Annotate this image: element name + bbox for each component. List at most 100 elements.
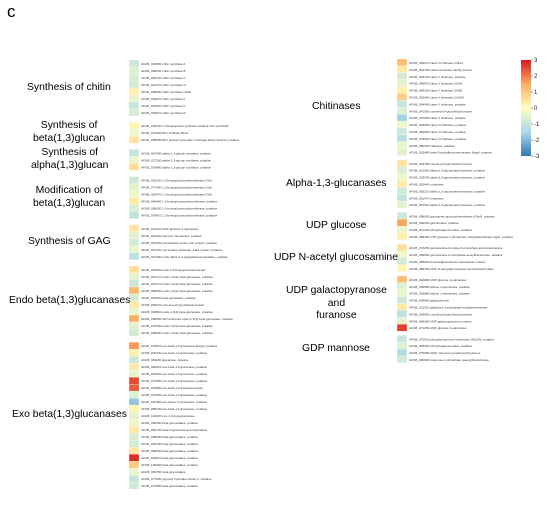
heatmap-cell bbox=[396, 212, 408, 220]
group-label: Modification of beta(1,3)glucan bbox=[33, 185, 106, 209]
gene-label: AFUB_084610 beta-glucosidase, putative bbox=[141, 456, 198, 460]
gene-label: AFUB_030180 beta-glucosidase, putative bbox=[141, 421, 198, 425]
heatmap-cell bbox=[128, 468, 140, 476]
heatmap-cell bbox=[128, 475, 140, 483]
gene-label: AFUB_038660 GPI anchored endo-1,3(4)-bet… bbox=[141, 317, 233, 321]
heatmap-cell bbox=[396, 310, 408, 318]
heatmap-cell bbox=[396, 264, 408, 272]
gene-label: AFUB_041210 UDP-glucose 4-epimerase bbox=[141, 227, 199, 231]
group-label: Chitinases bbox=[312, 101, 361, 112]
gene-label: AFUB_084070 conserved hypothetical prote… bbox=[141, 303, 204, 307]
heatmap-cell bbox=[128, 211, 140, 219]
colorbar-tick-label: -3 bbox=[534, 154, 540, 160]
gene-label: AFUB_030330 glucokinase, putative bbox=[409, 221, 459, 225]
heatmap-cell bbox=[396, 58, 408, 67]
heatmap-cell bbox=[396, 317, 408, 325]
gene-label: AFUB_027330 alpha-1,3-glucan synthase, p… bbox=[141, 158, 211, 162]
colorbar-tick-label: -1 bbox=[534, 122, 540, 128]
gene-label: AFUB_041240 cell surface spherulin 4-lik… bbox=[141, 248, 223, 252]
gene-label: AFUB_010880 exo-beta-1,3-glucanase Exg0 bbox=[141, 386, 203, 390]
heatmap-cell bbox=[128, 129, 140, 137]
gene-label: AFUB_014890 alpha-1,3-glucan synthase, p… bbox=[141, 165, 211, 169]
heatmap-cell bbox=[128, 156, 140, 164]
heatmap-cell bbox=[128, 122, 140, 130]
heatmap-cell bbox=[396, 342, 408, 350]
gene-label: AFUB_016780 beta-glucosidase, putative bbox=[141, 442, 198, 446]
colorbar-tick-label: 3 bbox=[534, 58, 538, 64]
gene-label: AFUB_005640 endo-1,3(4)-beta-glucanase, … bbox=[141, 331, 213, 335]
colorbar-tick-label: 0 bbox=[534, 106, 538, 112]
heatmap-cell bbox=[128, 279, 140, 288]
gene-label: AFUB_089700 exo-beta-1,3-glucanase, puta… bbox=[141, 407, 207, 411]
gene-label: AFUB_021050 alpha-1,3-glucanase/mutanase… bbox=[409, 169, 485, 173]
gene-label: AFUB_016250 1,3-beta-glucanosyltransfera… bbox=[141, 179, 212, 183]
heatmap-cell bbox=[396, 86, 408, 94]
gene-label: AFUB_089620 endo-1,3(4)-beta-glucanase, … bbox=[141, 289, 213, 293]
heatmap-cell bbox=[396, 173, 408, 181]
heatmap-cell bbox=[396, 201, 408, 209]
gene-label: AFUB_038850 galactokinase bbox=[409, 299, 449, 303]
heatmap-cell bbox=[396, 134, 408, 142]
gene-label: AFUB_070290 endo-1,3(4)-beta-glucanase, … bbox=[141, 324, 213, 328]
gene-label: AFUB_041230 extracellular serine-rich pr… bbox=[141, 241, 217, 245]
gene-label: AFUB_066670 class V chitinase ChiA2 bbox=[409, 82, 463, 86]
gene-label: AFUB_004560 endo-1,3-beta-glucanase Engl… bbox=[141, 268, 206, 272]
gene-label: AFUB_007900 class V chitinase, putative bbox=[409, 116, 466, 120]
heatmap-cell bbox=[128, 149, 140, 157]
heatmap-cell bbox=[128, 342, 140, 350]
heatmap-cell bbox=[128, 447, 140, 455]
heatmap-cell bbox=[128, 238, 140, 246]
heatmap-cell bbox=[128, 412, 140, 420]
heatmap-cell bbox=[128, 384, 140, 392]
gene-label: AFUB_086750 UDP-N-acetylglucosamine pyro… bbox=[409, 267, 494, 271]
gene-label: AFUB_076650 class III chitinase, putativ… bbox=[409, 137, 467, 141]
gene-label: AFUB_060200 chitinase, putative bbox=[409, 144, 455, 148]
heatmap-cell bbox=[396, 275, 408, 283]
heatmap-cell bbox=[396, 127, 408, 136]
gene-label: AFUB_070230 exo-beta-1,3-glucanase, puta… bbox=[141, 351, 207, 355]
heatmap-cell bbox=[128, 272, 140, 281]
gene-label: AFUB_041220 glycosyl transferase, putati… bbox=[141, 234, 202, 238]
heatmap-cell bbox=[128, 440, 140, 448]
gene-label: AFUB_071250 UDP-glucose 4-epimerase bbox=[409, 326, 467, 330]
heatmap-cell bbox=[396, 232, 408, 241]
gene-label: AFUB_093810 endo-1,3(4)-beta-glucanase, … bbox=[141, 310, 213, 314]
gene-label: AFUB_002460 class V chitinase Chi100 bbox=[409, 95, 464, 99]
gene-label: AFUB_077960 exo-beta-1,3-glucanase, puta… bbox=[141, 379, 207, 383]
gene-label: AFUB_012370 chitin synthase G bbox=[141, 83, 186, 87]
group-label: UDP galactopyranose and furanose bbox=[286, 285, 387, 321]
group-label: UDP N-acetyl glucosamine bbox=[274, 252, 398, 263]
gene-label: AFUB_058940 N-acetylglucosamine-phosphat… bbox=[409, 260, 486, 264]
heatmap-cell bbox=[128, 183, 140, 191]
heatmap-cell bbox=[128, 482, 140, 490]
gene-label: AFUB_100260 beta-glucosidase, putative bbox=[141, 463, 198, 467]
group-label: Synthesis of GAG bbox=[28, 236, 111, 247]
heatmap-cell bbox=[128, 204, 140, 212]
gene-label: AFUB_081820 chitin synthase F bbox=[141, 104, 185, 108]
heatmap-cell bbox=[396, 93, 408, 101]
heatmap-cell bbox=[396, 114, 408, 122]
heatmap-cell bbox=[128, 307, 140, 316]
heatmap-cell bbox=[128, 87, 140, 96]
gene-label: AFUB_046720 class V chitinase, putative bbox=[409, 75, 466, 79]
heatmap-cell bbox=[128, 419, 140, 427]
heatmap-cell bbox=[128, 405, 140, 413]
heatmap-cell bbox=[396, 159, 408, 167]
gene-label: AFUB_041990 conserved hypothetical prote… bbox=[409, 109, 472, 113]
heatmap-cell bbox=[396, 355, 408, 364]
gene-label: AFUB_044700 chitinosuccinase family prot… bbox=[409, 68, 472, 72]
gene-label: AFUB_064400 class V chitinase, putative bbox=[409, 102, 466, 106]
heatmap-cell bbox=[128, 252, 140, 260]
heatmap-cell bbox=[128, 314, 140, 323]
heatmap-cell bbox=[396, 187, 408, 195]
gene-label: AFUB_046600 class III chitinase, putativ… bbox=[409, 123, 467, 127]
group-label: Synthesis of chitin bbox=[27, 82, 111, 93]
gene-label: AFUB_026470 1,3-beta-glucanosyltransfera… bbox=[141, 193, 212, 197]
gene-label: AFUB_077400 1,3-beta-glucanosyltransfera… bbox=[141, 186, 212, 190]
gene-label: AFUB_066660 glucosamine 6-phosphate acet… bbox=[409, 253, 503, 257]
gene-label: AFUB_006630 1,3-beta-glucanosyltransfera… bbox=[141, 207, 217, 211]
gene-label: AFUB_002270 class III chitinase ChiA1 bbox=[409, 61, 463, 65]
gene-label: AFUB_003760 conserved hypothetical prote… bbox=[409, 162, 472, 166]
heatmap-cell bbox=[128, 73, 140, 82]
heatmap-cell bbox=[128, 94, 140, 103]
